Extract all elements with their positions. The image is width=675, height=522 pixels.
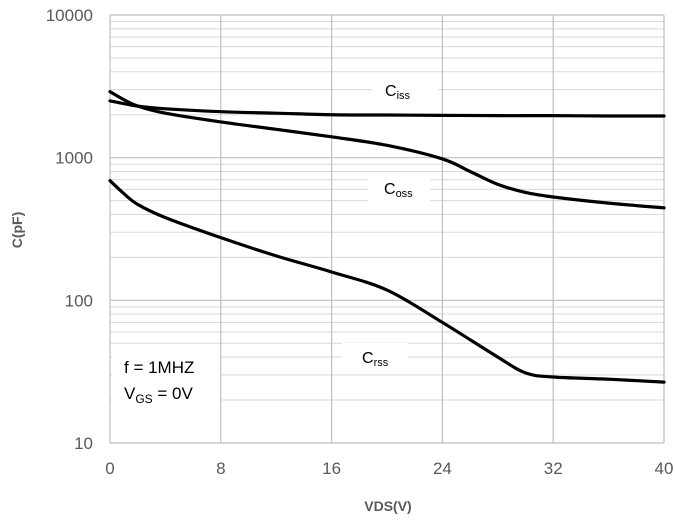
x-tick-label: 32 bbox=[544, 459, 563, 478]
x-tick-label: 0 bbox=[105, 459, 114, 478]
vgs-annotation: VGS = 0V bbox=[124, 384, 194, 406]
y-tick-label: 10000 bbox=[46, 6, 93, 25]
y-axis-label: C(pF) bbox=[9, 212, 25, 249]
x-tick-label: 24 bbox=[433, 459, 452, 478]
frequency-annotation: f = 1MHZ bbox=[124, 358, 194, 377]
y-tick-label: 10 bbox=[74, 434, 93, 453]
svg-text:Ciss: Ciss bbox=[385, 83, 411, 102]
x-tick-label: 8 bbox=[216, 459, 225, 478]
y-tick-label: 1000 bbox=[55, 149, 93, 168]
tick-labels: 10 100 1000 10000 0 8 16 24 32 40 bbox=[46, 6, 674, 478]
x-tick-label: 16 bbox=[322, 459, 341, 478]
series-label-ciss: Ciss bbox=[372, 74, 438, 102]
series-label-crss: Crss bbox=[342, 343, 408, 371]
series-line-coss bbox=[108, 90, 666, 210]
x-axis-label: VDS(V) bbox=[364, 498, 411, 514]
series-lines bbox=[108, 90, 666, 384]
series-label-coss: Coss bbox=[368, 174, 430, 202]
series-line-ciss bbox=[108, 99, 666, 118]
test-conditions-annotation: f = 1MHZ VGS = 0V bbox=[112, 350, 220, 406]
y-tick-label: 100 bbox=[65, 291, 93, 310]
series-line-crss bbox=[108, 179, 666, 384]
svg-text:Crss: Crss bbox=[362, 350, 389, 369]
svg-text:Coss: Coss bbox=[384, 181, 413, 200]
x-tick-label: 40 bbox=[655, 459, 674, 478]
